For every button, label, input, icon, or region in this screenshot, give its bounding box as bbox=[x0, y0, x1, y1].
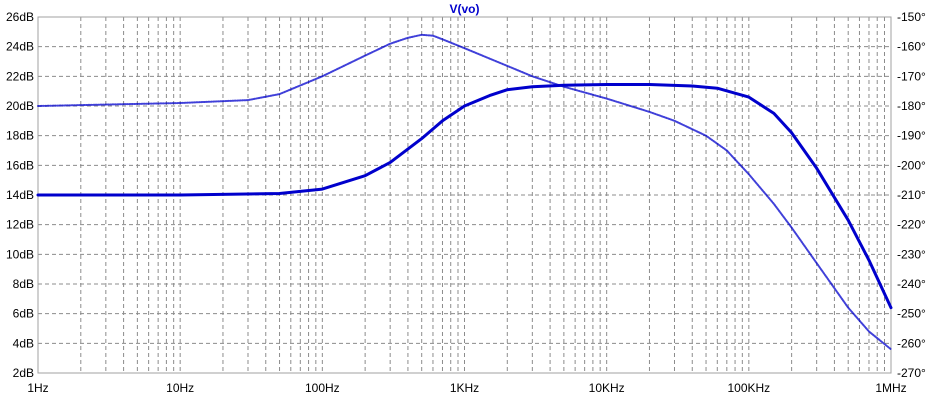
y-left-tick-label: 20dB bbox=[6, 99, 34, 113]
y-right-tick-label: -240° bbox=[897, 277, 926, 291]
y-left-tick-label: 4dB bbox=[13, 336, 34, 350]
y-right-tick-label: -170° bbox=[897, 69, 926, 83]
y-left-tick-label: 2dB bbox=[13, 366, 34, 380]
y-left-tick-label: 14dB bbox=[6, 188, 34, 202]
y-left-tick-label: 22dB bbox=[6, 69, 34, 83]
y-right-tick-label: -250° bbox=[897, 307, 926, 321]
x-tick-labels: 1Hz 10Hz 100Hz 1KHz 10KHz 100KHz 1MHz bbox=[27, 381, 906, 395]
x-tick-label: 10Hz bbox=[166, 381, 194, 395]
y-left-tick-label: 12dB bbox=[6, 218, 34, 232]
y-right-tick-labels: -270° -260° -250° -240° -230° -220° -210° -200°… bbox=[897, 10, 926, 380]
y-left-tick-label: 10dB bbox=[6, 247, 34, 261]
chart-title: V(vo) bbox=[450, 2, 480, 16]
y-left-tick-label: 26dB bbox=[6, 10, 34, 24]
y-right-tick-label: -180° bbox=[897, 99, 926, 113]
y-left-tick-label: 6dB bbox=[13, 307, 34, 321]
y-right-tick-label: -190° bbox=[897, 129, 926, 143]
y-right-tick-label: -220° bbox=[897, 218, 926, 232]
x-tick-label: 100Hz bbox=[305, 381, 340, 395]
grid bbox=[38, 17, 891, 373]
y-right-tick-label: -150° bbox=[897, 10, 926, 24]
magnitude-series-line bbox=[36, 83, 893, 310]
phase-series-line bbox=[37, 33, 892, 351]
x-tick-label: 1KHz bbox=[450, 381, 479, 395]
x-tick-label: 1Hz bbox=[27, 381, 48, 395]
y-left-tick-labels: 2dB 4dB 6dB 8dB 10dB 12dB 14dB 16dB 18dB 20dB 22dB… bbox=[6, 10, 34, 380]
series-lines bbox=[36, 33, 893, 351]
y-left-tick-label: 16dB bbox=[6, 158, 34, 172]
y-left-tick-label: 24dB bbox=[6, 40, 34, 54]
x-tick-label: 10KHz bbox=[589, 381, 625, 395]
y-right-tick-label: -270° bbox=[897, 366, 926, 380]
y-right-tick-label: -160° bbox=[897, 40, 926, 54]
x-tick-label: 1MHz bbox=[875, 381, 906, 395]
y-right-tick-label: -200° bbox=[897, 158, 926, 172]
x-tick-label: 100KHz bbox=[727, 381, 770, 395]
y-right-tick-label: -210° bbox=[897, 188, 926, 202]
y-left-tick-label: 8dB bbox=[13, 277, 34, 291]
y-right-tick-label: -230° bbox=[897, 247, 926, 261]
y-left-tick-label: 18dB bbox=[6, 129, 34, 143]
y-right-tick-label: -260° bbox=[897, 336, 926, 350]
